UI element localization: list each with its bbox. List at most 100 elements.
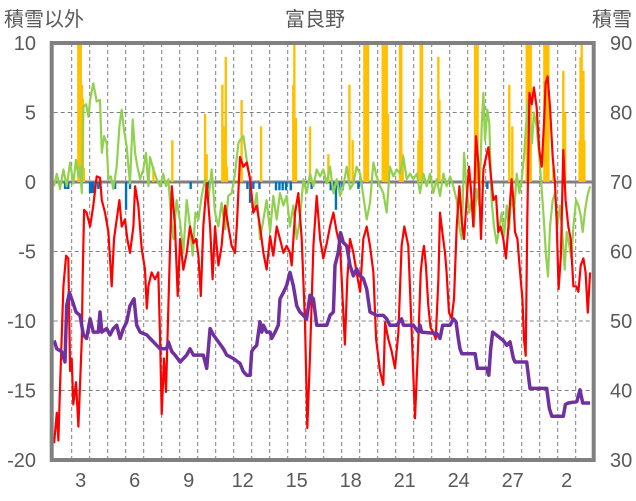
orange-bar	[583, 140, 586, 182]
blue-bar	[248, 182, 252, 203]
left-tick-label: -5	[18, 242, 36, 264]
blue-bar	[97, 182, 100, 189]
orange-bar	[82, 168, 86, 182]
orange-bar	[222, 126, 226, 182]
orange-bar	[171, 140, 174, 182]
right-tick-label: 80	[610, 103, 632, 125]
orange-bar	[508, 84, 511, 182]
left-tick-label: -20	[7, 450, 36, 472]
blue-bar	[289, 182, 292, 191]
blue-bar	[278, 182, 281, 191]
x-tick-label: 27	[502, 470, 524, 492]
blue-bar	[334, 182, 338, 210]
orange-bar	[417, 140, 420, 182]
right-tick-label: 90	[610, 33, 632, 55]
x-tick-label: 9	[183, 470, 194, 492]
blue-bar	[252, 182, 255, 189]
orange-bar	[365, 43, 368, 182]
orange-bar	[205, 154, 208, 182]
x-tick-label: 18	[340, 470, 362, 492]
orange-bar	[547, 43, 550, 182]
blue-bar	[63, 182, 67, 189]
right-tick-label: 70	[610, 172, 632, 194]
right-axis-title: 積雪	[592, 8, 632, 31]
left-axis-title: 積雪以外	[4, 8, 84, 31]
orange-bar	[363, 43, 366, 182]
orange-bar	[294, 118, 298, 182]
orange-bar	[308, 126, 312, 182]
orange-bar	[400, 43, 403, 182]
orange-bar	[438, 99, 441, 182]
blue-bar	[329, 182, 332, 191]
blue-bar	[274, 182, 278, 191]
blue-bar	[207, 182, 210, 189]
orange-bar	[382, 98, 386, 182]
x-tick-label: 3	[75, 470, 86, 492]
blue-bar	[258, 182, 261, 189]
left-tick-label: -15	[7, 381, 36, 403]
right-tick-label: 60	[610, 242, 632, 264]
orange-bar	[225, 166, 229, 182]
orange-bar	[475, 43, 478, 182]
left-tick-label: 0	[25, 172, 36, 194]
plot-frame	[49, 41, 596, 462]
right-tick-label: 40	[610, 381, 632, 403]
blue-bar	[113, 182, 117, 189]
orange-bar	[544, 43, 547, 182]
orange-bar	[259, 126, 263, 182]
blue-bar	[486, 182, 489, 189]
orange-bar	[386, 113, 390, 182]
right-tick-label: 30	[610, 450, 632, 472]
gridlines	[53, 43, 594, 460]
x-tick-label: 2	[561, 470, 572, 492]
blue-bar	[124, 182, 128, 210]
orange-bar	[348, 84, 351, 182]
blue-bar	[338, 182, 341, 191]
blue-bar	[284, 182, 288, 191]
orange-bar	[293, 43, 296, 182]
x-tick-label: 21	[394, 470, 416, 492]
left-tick-label: 10	[14, 33, 36, 55]
left-tick-label: 5	[25, 103, 36, 125]
orange-bar	[381, 43, 384, 182]
blue-bar	[88, 182, 92, 194]
orange-bar	[563, 112, 567, 182]
line-series	[52, 75, 592, 444]
orange-bar	[240, 99, 243, 182]
blue-bar	[128, 182, 132, 189]
orange-bar	[224, 56, 227, 182]
x-tick-label: 12	[232, 470, 254, 492]
orange-bar	[398, 43, 402, 182]
blue-bar	[90, 182, 93, 194]
left-tick-label: -10	[7, 311, 36, 333]
orange-bar	[152, 166, 155, 182]
green-line	[53, 82, 592, 278]
chart-title: 富良野	[285, 8, 345, 31]
blue-bar	[357, 182, 360, 189]
orange-bar	[385, 43, 388, 182]
orange-bar	[327, 154, 330, 182]
orange-bar	[351, 140, 354, 182]
x-tick-label: 6	[129, 470, 140, 492]
orange-bar	[221, 84, 224, 182]
orange-bar	[401, 154, 404, 182]
orange-bar	[473, 43, 477, 182]
orange-bar	[580, 43, 583, 182]
blue-bar	[281, 182, 284, 191]
blue-bar	[92, 182, 95, 194]
orange-bar	[529, 43, 532, 182]
bar-series	[63, 43, 586, 210]
orange-bar	[419, 43, 422, 182]
orange-bar	[582, 70, 585, 182]
orange-bar	[545, 43, 549, 182]
right-tick-label: 50	[610, 311, 632, 333]
x-tick-label: 15	[286, 470, 308, 492]
blue-bar	[310, 182, 313, 189]
x-tick-label: 24	[448, 470, 470, 492]
orange-bar	[78, 56, 81, 182]
blue-bar	[189, 182, 192, 189]
orange-bar	[476, 43, 479, 182]
orange-bar	[203, 113, 207, 182]
